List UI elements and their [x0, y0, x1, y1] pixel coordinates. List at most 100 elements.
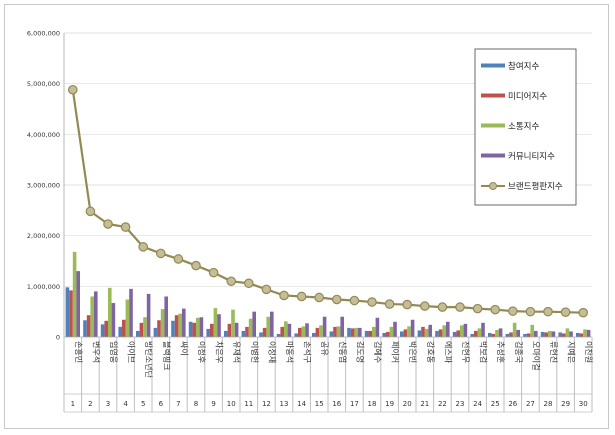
- rank-label: 28: [544, 400, 553, 408]
- rank-label: 2: [88, 400, 92, 408]
- rank-label: 3: [106, 400, 110, 408]
- brand-index-point: [279, 290, 289, 301]
- bar: [350, 328, 355, 337]
- category-label: 페이커: [391, 341, 401, 363]
- bar: [319, 325, 323, 337]
- bar: [188, 321, 193, 337]
- category-label: 강호동: [426, 341, 436, 363]
- bar: [146, 293, 151, 337]
- category-label: 임영웅: [109, 341, 119, 363]
- rank-label: 30: [579, 400, 588, 408]
- bar: [523, 333, 527, 337]
- bar: [213, 308, 218, 337]
- bar: [534, 330, 538, 337]
- y-tick-label: 2,000,000: [27, 232, 60, 240]
- bar: [104, 320, 108, 337]
- bar: [143, 317, 147, 337]
- bar: [210, 323, 214, 337]
- bar: [438, 329, 443, 337]
- bar: [157, 320, 161, 337]
- y-axis: 0 1,000,000 2,000,000 3,000,000 4,000,000 5,0…: [27, 30, 65, 342]
- bar: [579, 333, 584, 337]
- rank-label: 20: [403, 400, 412, 408]
- brand-index-point: [226, 276, 236, 287]
- category-label: 공유: [320, 341, 329, 356]
- bar: [86, 315, 91, 337]
- rank-label: 10: [227, 400, 236, 408]
- bar: [312, 332, 316, 337]
- brand-index-point: [490, 304, 500, 315]
- brand-index-point: [208, 267, 219, 278]
- bar: [372, 326, 376, 337]
- bar: [565, 328, 570, 337]
- brand-index-point: [543, 306, 553, 317]
- bar: [421, 326, 425, 337]
- bar: [231, 309, 235, 337]
- bar: [428, 324, 432, 337]
- rank-label: 18: [368, 400, 377, 408]
- category-label: 방탄소년단: [144, 341, 154, 378]
- bar: [403, 329, 408, 337]
- bar: [505, 333, 510, 337]
- bar: [298, 327, 302, 337]
- rank-label: 5: [141, 400, 145, 408]
- category-label: 김혜수: [373, 341, 383, 363]
- legend-swatch: [481, 153, 505, 158]
- rank-label: 15: [315, 400, 324, 408]
- bar: [217, 314, 221, 337]
- bar: [248, 318, 253, 337]
- brand-index-point: [85, 206, 96, 217]
- bar: [171, 320, 175, 337]
- bar: [315, 327, 320, 337]
- bar: [234, 322, 239, 337]
- category-label: 신동엽: [338, 341, 348, 363]
- category-label: 마동석: [285, 341, 295, 363]
- bar: [526, 333, 531, 337]
- brand-index-point: [103, 219, 113, 229]
- bar: [488, 332, 492, 337]
- bar: [509, 332, 513, 337]
- category-label: 추성훈: [496, 341, 506, 363]
- brand-index-point: [384, 299, 395, 309]
- category-label: 이정후: [197, 341, 207, 363]
- bar: [301, 326, 306, 337]
- rank-label: 12: [262, 400, 271, 408]
- bar: [259, 332, 263, 337]
- brand-index-point: [244, 278, 254, 289]
- brand-reputation-chart: 0 1,000,000 2,000,000 3,000,000 4,000,000 5,0…: [27, 30, 594, 413]
- legend-swatch: [481, 123, 505, 128]
- legend-label: 소통지수: [508, 122, 539, 132]
- rank-label: 14: [297, 400, 306, 408]
- bar: [136, 330, 140, 337]
- y-tick-label: 1,000,000: [27, 283, 60, 291]
- bar: [446, 321, 450, 337]
- bar: [474, 330, 478, 337]
- bar: [495, 329, 499, 337]
- bar: [252, 311, 256, 337]
- legend-label: 미디어지수: [508, 91, 547, 102]
- bar: [375, 317, 380, 337]
- bar: [540, 331, 545, 337]
- category-label: 블랙핑크: [162, 341, 172, 370]
- bar: [481, 322, 485, 337]
- brand-index-point: [138, 242, 148, 252]
- chart-frame: 0 1,000,000 2,000,000 3,000,000 4,000,000 5,0…: [4, 4, 609, 429]
- bar: [340, 316, 344, 337]
- bar: [435, 330, 439, 337]
- bar: [512, 322, 517, 337]
- brand-index-point: [367, 297, 377, 307]
- category-label: 김도영: [355, 341, 365, 363]
- rank-label: 11: [244, 400, 253, 408]
- bar: [227, 323, 232, 337]
- bar: [530, 324, 534, 337]
- bar: [477, 328, 482, 337]
- bar: [164, 296, 168, 337]
- brand-index-point: [560, 307, 571, 317]
- rank-label: 23: [456, 400, 465, 408]
- brand-index-point: [455, 302, 465, 312]
- bar: [470, 333, 474, 337]
- category-label: 차은우: [215, 341, 224, 363]
- brand-index-point: [331, 294, 342, 305]
- rank-label: 27: [526, 400, 535, 408]
- y-tick-label: 4,000,000: [27, 131, 60, 139]
